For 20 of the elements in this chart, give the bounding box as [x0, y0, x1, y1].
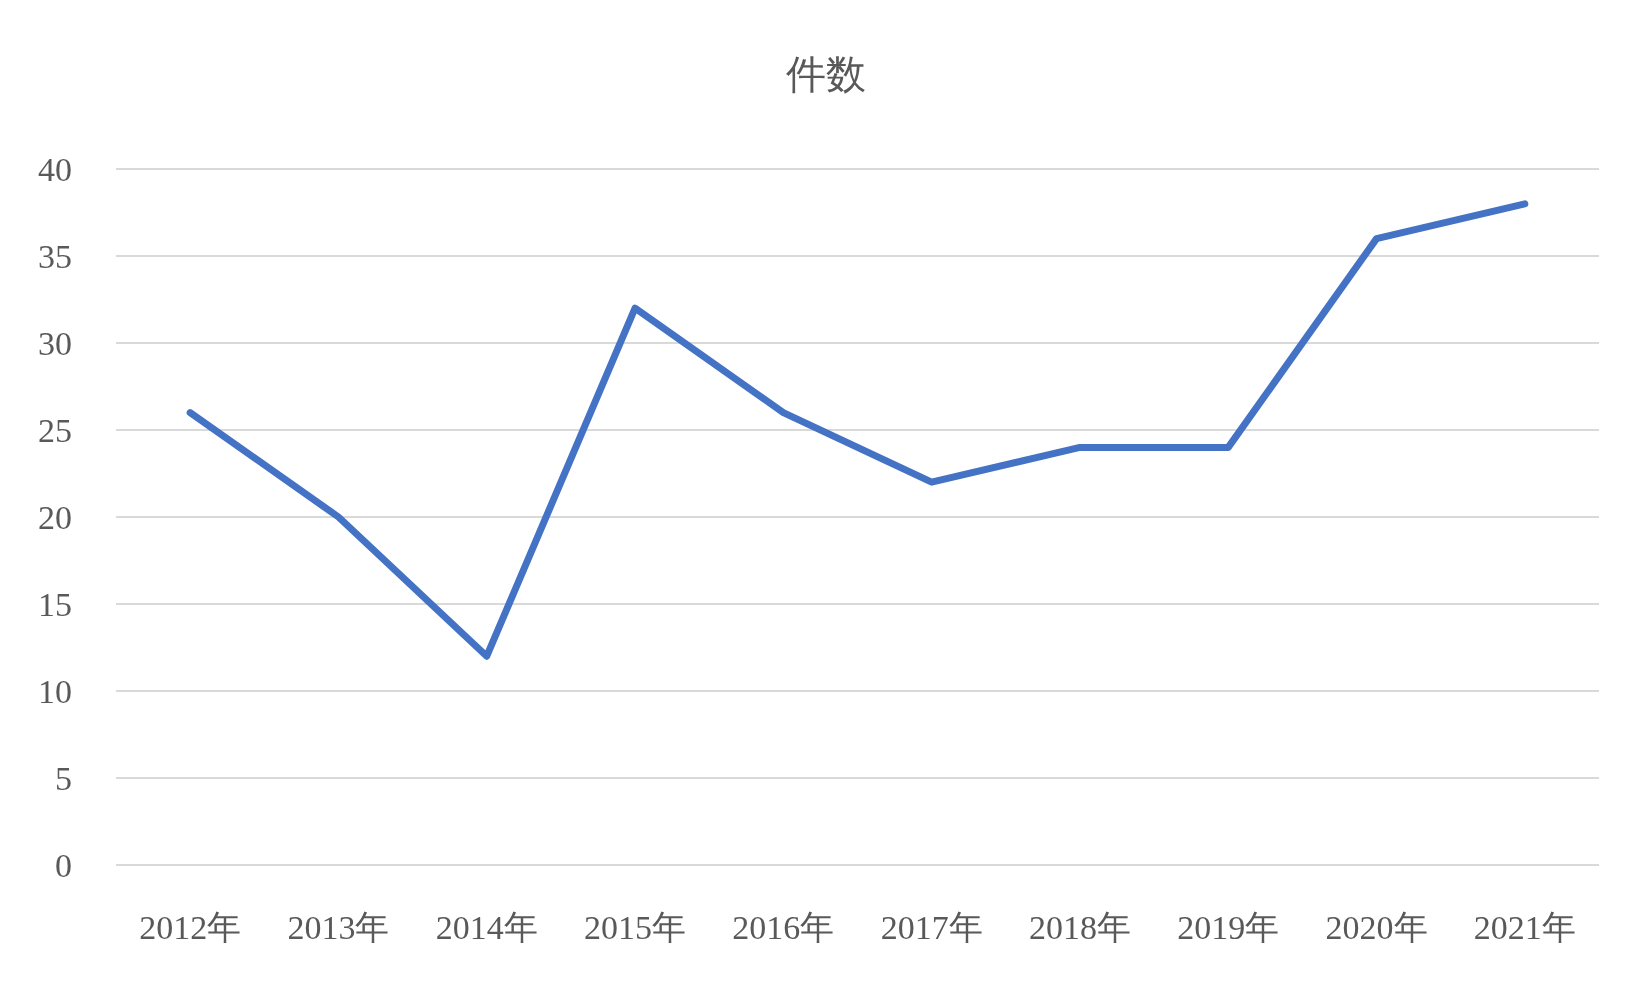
x-tick-label: 2015年 — [584, 908, 687, 946]
x-tick-label: 2016年 — [732, 908, 835, 946]
x-tick-label: 2013年 — [287, 908, 390, 946]
y-tick-label: 40 — [38, 150, 72, 188]
y-tick-label: 35 — [38, 237, 72, 275]
x-tick-label: 2018年 — [1028, 908, 1131, 946]
y-tick-label: 30 — [38, 324, 72, 362]
y-tick-label: 25 — [38, 411, 72, 449]
x-tick-label: 2020年 — [1325, 908, 1428, 946]
x-tick-label: 2014年 — [435, 908, 538, 946]
y-tick-label: 0 — [55, 846, 72, 884]
x-tick-label: 2012年 — [139, 908, 242, 946]
y-tick-label: 15 — [38, 585, 72, 623]
y-tick-label: 5 — [55, 759, 72, 797]
y-tick-label: 10 — [38, 672, 72, 710]
x-tick-label: 2017年 — [880, 908, 983, 946]
x-tick-label: 2021年 — [1473, 908, 1576, 946]
chart-title: 件数 — [786, 51, 866, 97]
y-tick-label: 20 — [38, 498, 72, 536]
x-tick-label: 2019年 — [1177, 908, 1280, 946]
